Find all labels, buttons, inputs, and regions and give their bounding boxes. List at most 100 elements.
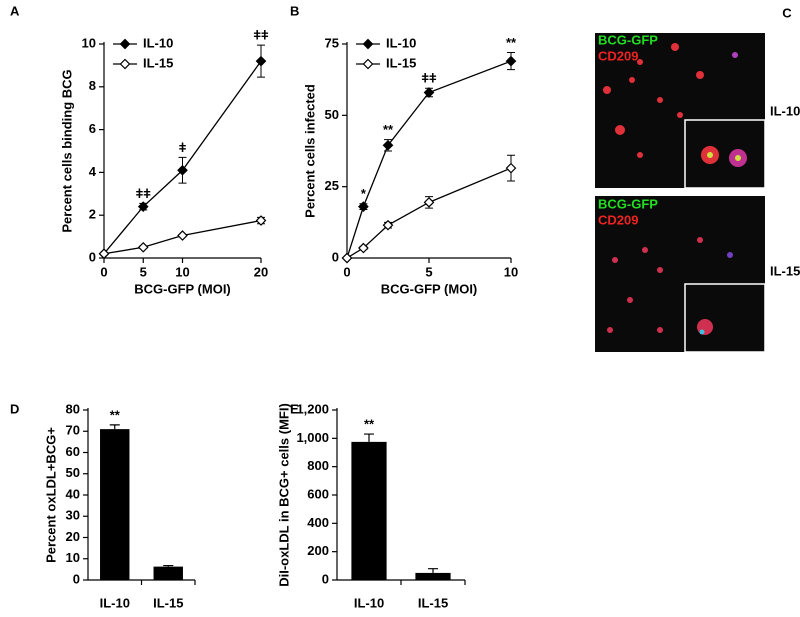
y-tick-label: 10 [82,35,96,50]
series-line [103,60,262,255]
x-tick-label: IL-15 [418,595,448,610]
marker [505,55,517,67]
y-tick-label: 800 [307,458,329,473]
x-tick-label: 5 [140,264,147,279]
image-label: IL-10 [770,103,800,118]
x-tick-label: IL-10 [100,595,130,610]
y-axis-title: DiI-oxLDL in BCG+ cells (MFI) [276,403,291,587]
error-bar [364,433,374,442]
marker [423,87,435,98]
y-tick-label: 10 [66,550,80,565]
legend-label: IL-15 [143,55,173,70]
y-tick-label: 50 [325,107,339,122]
y-tick-label: 60 [66,444,80,459]
y-tick-label: 0 [332,249,339,264]
error-bar [428,568,438,573]
x-tick-label: 5 [425,264,432,279]
inset-bcg [699,329,705,335]
significance: ** [110,407,121,422]
panel-letter: A [10,3,20,18]
y-tick-label: 20 [66,529,80,544]
significance: ** [506,35,517,50]
significance: ** [364,417,375,432]
y-tick-label: 600 [307,486,329,501]
cells [603,43,738,158]
y-tick-label: 0 [322,571,329,586]
panel: E 0 200 400 600 800 1,000 1,200 DiI-oxLDL in BCG… [276,401,466,610]
y-tick-label: 6 [89,121,96,136]
marker [137,241,149,253]
marker [255,215,267,226]
inset-bcg [735,155,741,161]
y-tick-label: 8 [89,78,96,93]
x-axis-title: BCG-GFP (MOI) [134,281,231,296]
y-tick-label: 80 [66,401,80,416]
bar [415,572,451,580]
legend-label: IL-10 [143,35,173,50]
stain-label: CD209 [598,48,638,63]
legend-marker [119,58,131,70]
panel-letter: E [290,401,299,416]
marker [177,230,188,241]
bar [100,429,130,580]
marker [358,201,369,212]
y-tick-label: 1,200 [296,401,329,416]
y-tick-label: 0 [89,249,96,264]
image-label: IL-15 [770,263,800,278]
marker [382,139,394,151]
significance: ** [383,122,394,137]
x-tick-label: IL-10 [354,595,384,610]
y-tick-label: 50 [66,465,80,480]
x-tick-label: IL-15 [153,595,183,610]
y-tick-label: 400 [307,515,329,530]
y-tick-label: 75 [325,35,339,50]
y-tick-label: 30 [66,508,80,523]
legend-marker [119,38,131,50]
marker [423,197,435,208]
x-tick-label: 0 [343,264,350,279]
y-tick-label: 70 [66,423,80,438]
marker [505,162,517,174]
panel: D 0 10 20 30 40 50 60 70 80 Percent oxLDL+BCG+ IL-1… [10,401,196,610]
x-axis-title: BCG-GFP (MOI) [381,281,478,296]
inset [684,283,766,353]
series-line [346,167,512,259]
error-bar [163,564,174,567]
bar [153,566,183,580]
panel-c: C BCG-GFP CD209 IL-10 BCG-GFP CD209 IL-1… [595,5,800,353]
stain-label: CD209 [598,212,638,227]
inset-bcg [707,152,713,158]
y-tick-label: 1,000 [296,430,329,445]
error-bar [109,424,120,430]
inset-cell [697,319,713,335]
bar [351,441,387,580]
panel-letter: B [290,3,299,18]
y-tick-label: 25 [325,178,339,193]
y-axis-title: Percent cells infected [302,84,317,218]
significance: ǂǂ [253,28,269,43]
marker [382,219,394,231]
y-tick-label: 40 [66,486,80,501]
significance: ǂǂ [136,186,152,201]
legend-label: IL-10 [386,35,416,50]
marker [255,55,267,67]
significance: * [361,186,367,201]
x-tick-label: 0 [100,264,107,279]
y-axis-title: Percent oxLDL+BCG+ [43,427,58,563]
legend-label: IL-15 [386,55,416,70]
marker [358,242,369,254]
legend-marker [362,38,374,50]
significance: ǂǂ [421,71,437,86]
y-tick-label: 4 [89,164,97,179]
panel-letter: D [10,401,19,416]
marker [137,201,149,212]
marker [98,248,110,260]
marker [341,252,353,264]
stain-label: BCG-GFP [598,196,658,211]
x-tick-label: 10 [504,264,518,279]
x-tick-label: 20 [254,264,268,279]
series-line [103,219,262,255]
y-tick-label: 2 [89,207,96,222]
